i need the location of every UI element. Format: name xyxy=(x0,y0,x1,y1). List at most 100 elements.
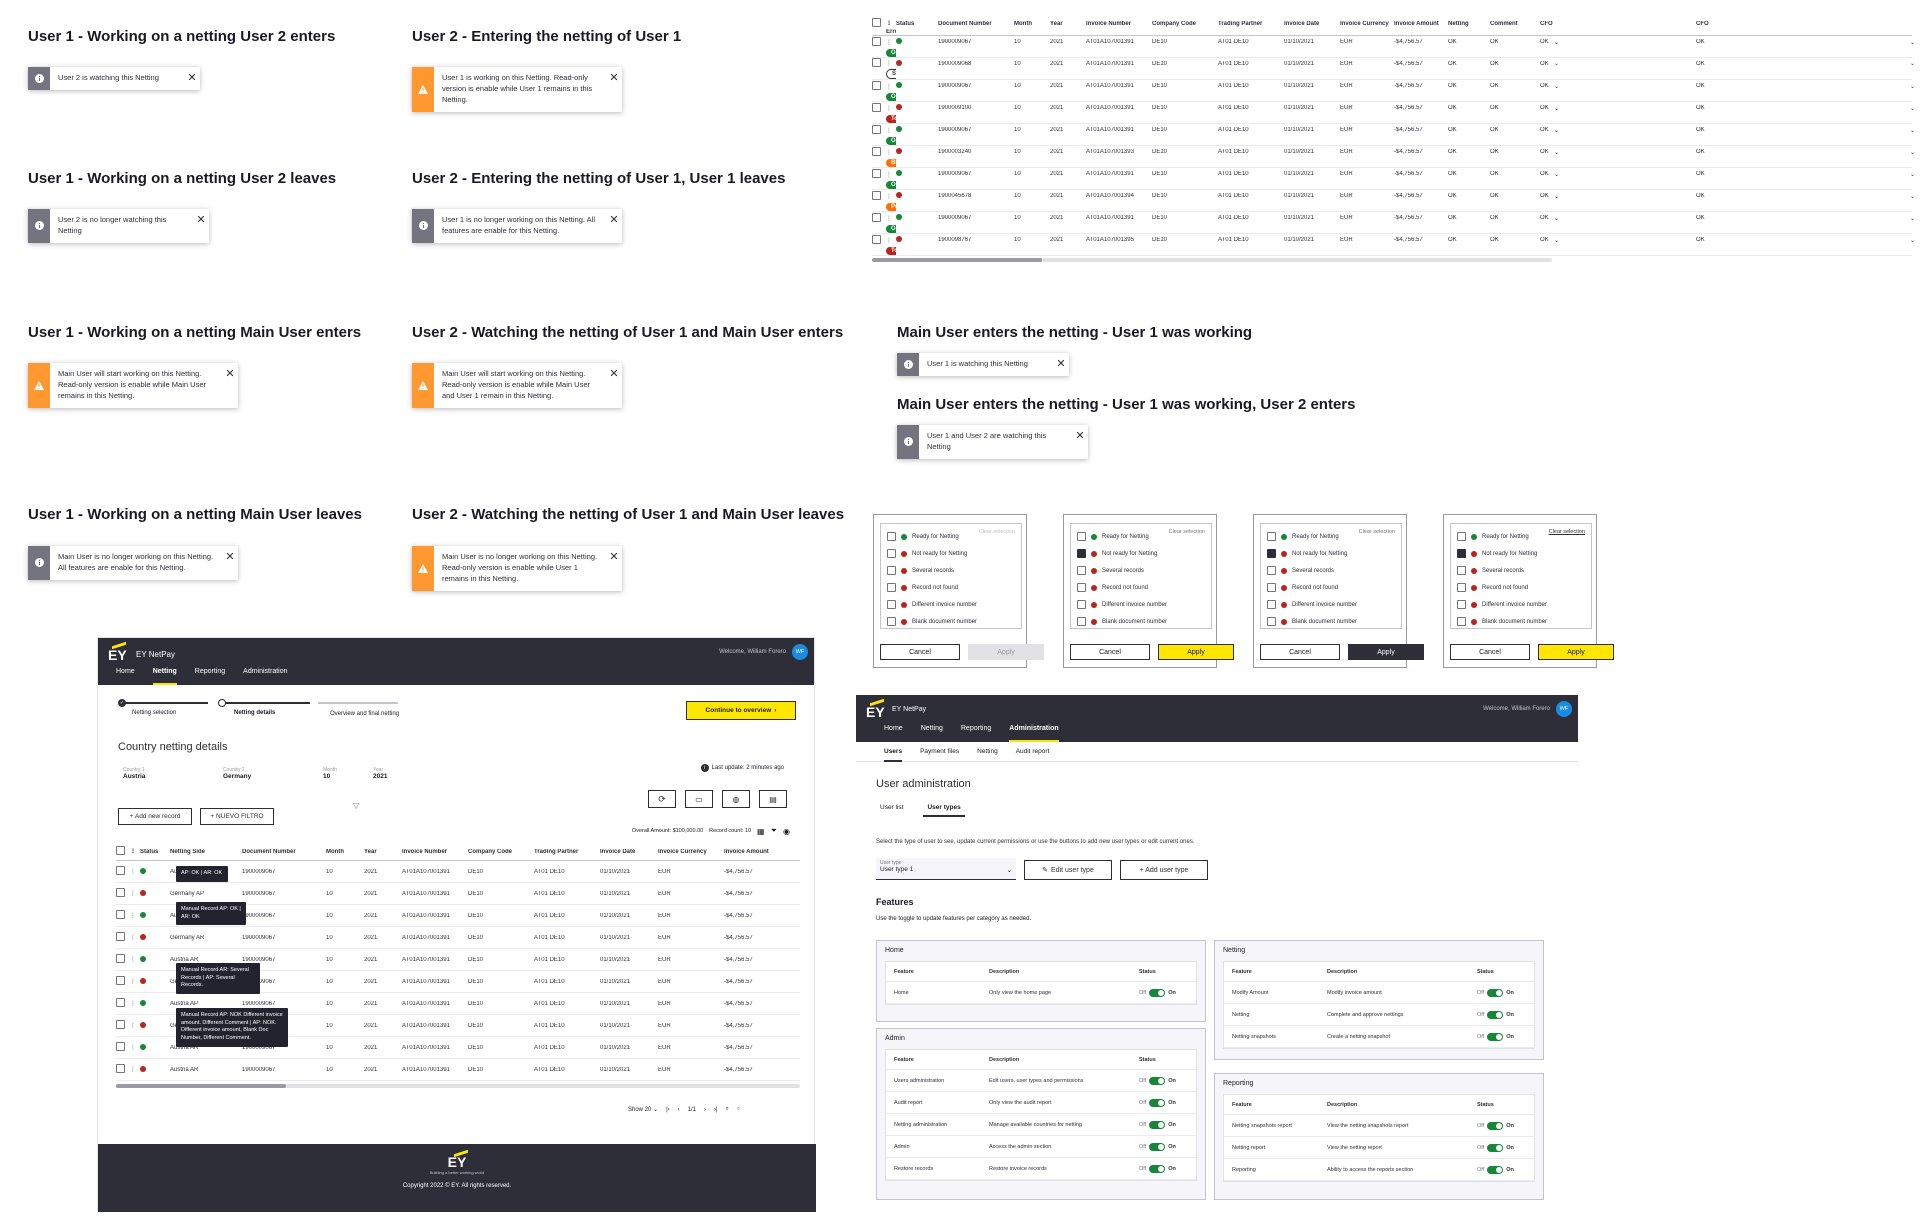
cell-cfoc[interactable]: OK xyxy=(1696,83,1705,89)
close-icon[interactable]: ✕ xyxy=(225,551,235,563)
clear-selection-button[interactable]: Clear selection xyxy=(978,529,1015,535)
eye-icon[interactable]: ◉ xyxy=(783,826,790,836)
status-dot[interactable] xyxy=(140,1043,170,1052)
clear-selection-button[interactable]: Clear selection xyxy=(1168,529,1205,535)
column-header[interactable]: Invoice Number xyxy=(1086,20,1132,27)
filter-option[interactable]: Record not found xyxy=(1071,579,1211,596)
nav-item-administration[interactable]: Administration xyxy=(243,668,288,675)
chevron-down-icon[interactable]: ⌄ xyxy=(1910,127,1916,134)
cell-cfoc[interactable]: OK xyxy=(1696,193,1705,199)
cell-com[interactable]: OK xyxy=(1490,171,1499,177)
column-header[interactable]: Year xyxy=(364,848,377,855)
row-checkbox[interactable] xyxy=(116,866,130,877)
column-header[interactable]: Company Code xyxy=(468,848,513,855)
kebab-icon[interactable]: ⋮ xyxy=(130,849,136,855)
feature-toggle[interactable]: Off On xyxy=(1477,1010,1514,1019)
kebab-icon[interactable]: ⋮ xyxy=(886,83,892,90)
close-icon[interactable]: ✕ xyxy=(609,368,619,380)
tab-user-list[interactable]: User list xyxy=(880,804,904,811)
toggle-switch[interactable] xyxy=(1149,988,1166,997)
kebab-icon[interactable]: ⋮ xyxy=(130,957,136,963)
option-checkbox[interactable] xyxy=(1267,549,1276,558)
cell-net[interactable]: OK xyxy=(1448,83,1457,89)
row-checkbox[interactable] xyxy=(872,212,886,224)
step-label[interactable]: Overview and final netting xyxy=(330,711,400,717)
filter-option[interactable]: Record not found xyxy=(881,579,1021,596)
option-checkbox[interactable] xyxy=(1267,532,1276,541)
kebab-icon[interactable]: ⋮ xyxy=(130,979,136,985)
cell-com[interactable]: OK xyxy=(1490,215,1499,221)
filter-option[interactable]: Different invoice number xyxy=(1071,596,1211,613)
chevron-down-icon[interactable]: ⌄ xyxy=(1910,193,1916,200)
table-row[interactable]: ⋮ Germany AP 1900009067 10 2021 AT01A10700139… xyxy=(116,883,800,905)
cell-cfo[interactable]: OK xyxy=(1540,193,1549,199)
continue-button[interactable]: Continue to overview › xyxy=(686,701,796,720)
cell-cfoc[interactable]: OK xyxy=(1696,215,1705,221)
chevron-down-icon[interactable]: ⌄ xyxy=(1554,105,1560,112)
error-type-badge[interactable]: OK xyxy=(886,136,896,145)
toggle-switch[interactable] xyxy=(1487,1165,1504,1174)
filter-option[interactable]: Ready for Netting xyxy=(1261,528,1401,545)
cell-cfoc[interactable]: OK xyxy=(1696,149,1705,155)
kebab-icon[interactable]: ⋮ xyxy=(130,1023,136,1029)
close-icon[interactable]: ✕ xyxy=(187,72,197,84)
kebab-icon[interactable]: ⋮ xyxy=(886,39,892,46)
kebab-icon[interactable]: ⋮ xyxy=(886,193,892,200)
step-label[interactable]: Netting selection xyxy=(132,710,177,716)
subnav-item[interactable]: Users xyxy=(884,748,903,762)
column-header[interactable]: Invoice Date xyxy=(1284,20,1320,27)
cell-net[interactable]: OK xyxy=(1448,193,1457,199)
select-all-checkbox[interactable] xyxy=(116,846,130,857)
error-type-badge[interactable]: Pending xyxy=(886,202,896,211)
column-header[interactable]: Status xyxy=(140,848,159,855)
cell-com[interactable]: OK xyxy=(1490,193,1499,199)
chevron-down-icon[interactable]: ⌄ xyxy=(1554,149,1560,156)
row-checkbox[interactable] xyxy=(872,168,886,180)
filter-option[interactable]: Not ready for Netting xyxy=(1261,545,1401,562)
chevron-down-icon[interactable]: ⌄ xyxy=(1910,215,1916,222)
nav-item-netting[interactable]: Netting xyxy=(152,668,177,685)
toggle-switch[interactable] xyxy=(1149,1142,1166,1151)
kebab-icon[interactable]: ⋮ xyxy=(130,869,136,875)
column-header[interactable]: Comment xyxy=(1490,20,1518,27)
column-header[interactable]: Netting Side xyxy=(170,848,206,855)
filter-option[interactable]: Not ready for Netting xyxy=(881,545,1021,562)
close-icon[interactable]: ✕ xyxy=(225,368,235,380)
toggle-switch[interactable] xyxy=(1487,1121,1504,1130)
feature-toggle[interactable]: Off On xyxy=(1477,988,1514,997)
subnav-item[interactable]: Audit report xyxy=(1015,748,1050,755)
filter-option[interactable]: Not ready for Netting xyxy=(1451,545,1591,562)
column-header[interactable]: Invoice Currency xyxy=(658,848,707,855)
feature-toggle[interactable]: Off On xyxy=(1139,1164,1176,1173)
option-checkbox[interactable] xyxy=(1457,600,1466,609)
row-checkbox[interactable] xyxy=(116,1064,130,1075)
filter-option[interactable]: Blank document number xyxy=(1261,613,1401,630)
table-row[interactable]: ⋮ 1900009100 10 2021 AT01A107001391 DE10 AT01 … xyxy=(872,102,1915,124)
column-header[interactable]: Document Number xyxy=(938,20,992,27)
column-header[interactable]: Invoice Amount xyxy=(1394,20,1439,27)
feature-toggle[interactable]: Off On xyxy=(1477,1165,1514,1174)
subnav-item[interactable]: Payment files xyxy=(920,748,960,755)
cell-com[interactable]: OK xyxy=(1490,105,1499,111)
table-row[interactable]: ⋮ 1900009067 10 2021 AT01A107001391 DE10 AT01 … xyxy=(872,168,1915,190)
avatar[interactable]: WF xyxy=(1556,701,1572,717)
toggle-switch[interactable] xyxy=(1487,1010,1504,1019)
kebab-icon[interactable]: ⋮ xyxy=(886,127,892,134)
column-header[interactable]: Month xyxy=(1014,20,1032,27)
option-checkbox[interactable] xyxy=(1077,549,1086,558)
filter-option[interactable]: Several records xyxy=(1071,562,1211,579)
table-row[interactable]: ⋮ 1900003240 10 2021 AT01A107001393 DE10 AT01 … xyxy=(872,146,1915,168)
option-checkbox[interactable] xyxy=(1457,566,1466,575)
row-checkbox[interactable] xyxy=(116,976,130,987)
feature-toggle[interactable]: Off On xyxy=(1477,1032,1514,1041)
table-row[interactable]: ⋮ 1900009067 10 2021 AT01A107001391 DE10 AT01 … xyxy=(872,80,1915,102)
option-checkbox[interactable] xyxy=(1457,617,1466,626)
column-header[interactable]: Invoice Currency xyxy=(1340,20,1389,27)
error-type-badge[interactable]: OK xyxy=(886,48,896,57)
column-header[interactable]: Company Code xyxy=(1152,20,1197,27)
filter-option[interactable]: Blank document number xyxy=(1071,613,1211,630)
cell-cfo[interactable]: OK xyxy=(1540,215,1549,221)
cell-cfo[interactable]: OK xyxy=(1540,105,1549,111)
feature-toggle[interactable]: Off On xyxy=(1139,1120,1176,1129)
status-dot[interactable] xyxy=(140,999,170,1008)
